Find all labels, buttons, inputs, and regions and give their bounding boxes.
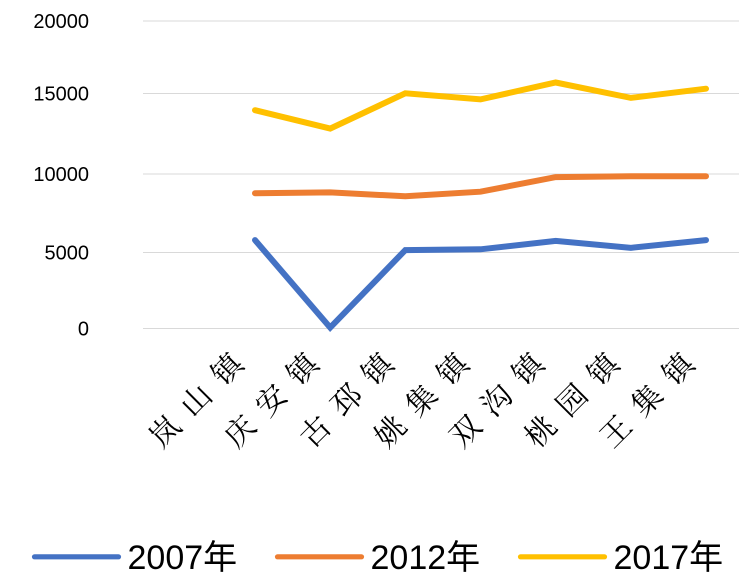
svg-text:10000: 10000 <box>33 164 89 186</box>
svg-text:0: 0 <box>78 319 89 341</box>
svg-text:15000: 15000 <box>33 84 89 106</box>
svg-text:2007年: 2007年 <box>128 539 238 576</box>
svg-text:2017年: 2017年 <box>614 539 724 576</box>
svg-text:2012年: 2012年 <box>371 539 481 576</box>
svg-text:5000: 5000 <box>45 243 90 265</box>
svg-text:20000: 20000 <box>33 11 89 33</box>
